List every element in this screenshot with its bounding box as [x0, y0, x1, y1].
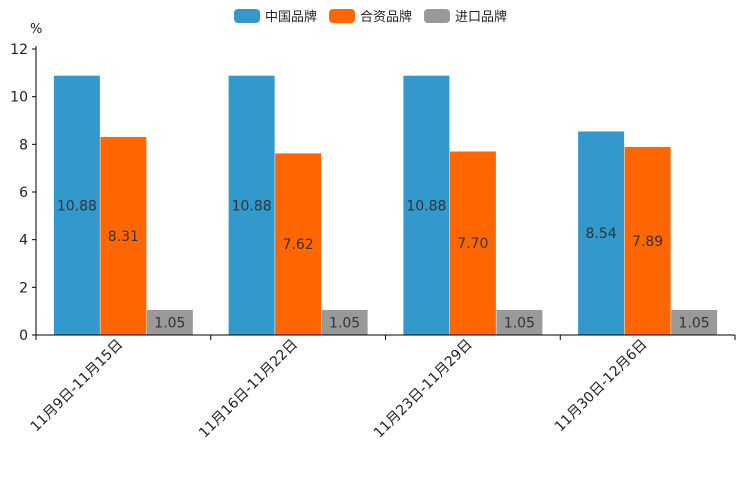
data-label: 10.88	[57, 198, 97, 214]
bars: 10.88 8.31 1.05 10.88 7.62 1.05 10.88 7.70 1.05 8…	[53, 75, 718, 336]
data-label: 10.88	[406, 198, 446, 214]
data-label: 1.05	[329, 315, 360, 331]
bar	[671, 309, 718, 335]
x-axis: 11月9日-11月15日 11月16日-11月22日 11月23日-11月29日 11…	[28, 334, 736, 442]
y-axis: 0 2 4 6 8 10 12	[10, 42, 37, 344]
data-label: 1.05	[679, 315, 710, 331]
y-tick-label: 12	[10, 42, 28, 58]
legend-swatch-1	[234, 9, 260, 23]
data-label: 1.05	[504, 315, 535, 331]
legend-label-1: 中国品牌	[265, 9, 317, 25]
bar	[403, 75, 450, 336]
data-label: 10.88	[232, 198, 272, 214]
y-axis-unit-label: %	[30, 22, 42, 37]
y-tick-label: 6	[19, 185, 28, 201]
x-tick-label: 11月23日-11月29日	[371, 337, 476, 442]
y-tick-label: 8	[19, 137, 28, 153]
bar	[321, 309, 368, 335]
data-label: 7.62	[283, 237, 314, 253]
legend-label-3: 进口品牌	[455, 9, 507, 25]
legend: 中国品牌 合资品牌 进口品牌	[234, 9, 507, 25]
bar	[275, 153, 322, 335]
x-tick-label: 11月9日-11月15日	[28, 337, 127, 436]
data-label: 8.54	[586, 226, 617, 242]
bar	[449, 151, 496, 335]
data-label: 8.31	[108, 229, 139, 245]
legend-swatch-2	[329, 9, 355, 23]
y-tick-label: 4	[19, 233, 28, 249]
y-tick-label: 2	[19, 280, 28, 296]
legend-swatch-3	[424, 9, 450, 23]
bar	[100, 136, 147, 335]
data-label: 7.89	[632, 234, 663, 250]
legend-label-2: 合资品牌	[360, 9, 412, 25]
bar	[146, 309, 193, 335]
x-tick-label: 11月30日-12月6日	[552, 337, 651, 436]
y-tick-label: 10	[10, 90, 28, 106]
x-tick-label: 11月16日-11月22日	[196, 337, 301, 442]
data-label: 1.05	[154, 315, 185, 331]
bar	[578, 131, 625, 335]
y-tick-label: 0	[19, 328, 28, 344]
bar	[228, 75, 275, 336]
bar	[496, 309, 543, 335]
bar	[624, 146, 671, 335]
data-label: 7.70	[457, 236, 488, 252]
bar	[53, 75, 100, 336]
